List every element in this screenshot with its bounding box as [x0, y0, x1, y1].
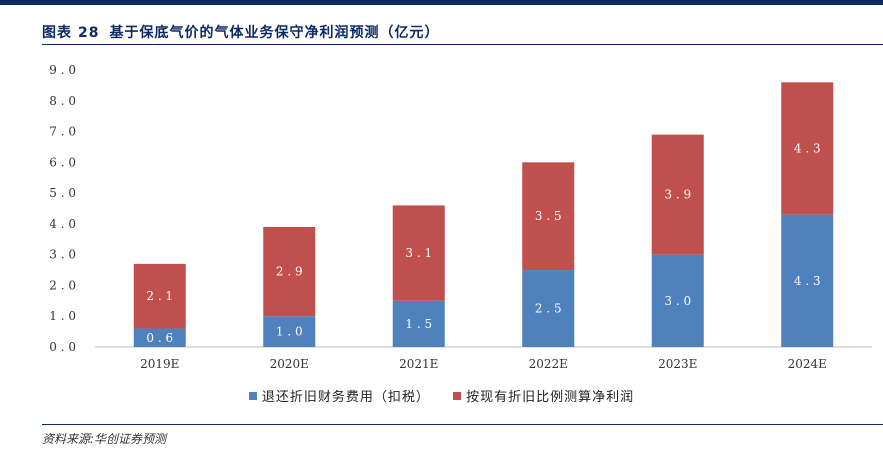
- bar-segment-net-profit: [392, 205, 445, 301]
- bar-segment-depreciation: [133, 328, 186, 347]
- x-tick-label: 2021E: [399, 357, 438, 371]
- bottom-rule: [42, 424, 883, 425]
- figure-title-text: 基于保底气价的气体业务保守净利润预测（亿元）: [109, 25, 440, 41]
- data-label: 3 . 5: [535, 209, 562, 223]
- x-tick-label: 2020E: [270, 357, 309, 371]
- bar-segment-net-profit: [133, 263, 186, 329]
- data-label: 4 . 3: [794, 141, 821, 155]
- y-tick-label: 3 . 0: [49, 248, 76, 262]
- y-tick-label: 1 . 0: [49, 309, 76, 323]
- bar-segment-depreciation: [392, 300, 445, 347]
- bar-segment-depreciation: [522, 270, 575, 347]
- bar-segment-net-profit: [522, 162, 575, 271]
- data-label: 0 . 6: [146, 331, 173, 345]
- bar-segment-depreciation: [651, 254, 704, 347]
- legend-label-top: 按现有折旧比例测算净利润: [466, 390, 635, 405]
- top-rule: [0, 0, 883, 5]
- stacked-bar-chart: 0 . 0 1 . 0 2 . 0 3 . 0 4 . 0 5 . 0 6 . 0 7 . 0…: [49, 63, 872, 371]
- y-tick-label: 8 . 0: [49, 94, 76, 108]
- x-tick-label: 2022E: [529, 357, 568, 371]
- x-axis: 2019E 2020E 2021E 2022E 2023E 2024E: [95, 346, 872, 371]
- data-label: 2 . 9: [276, 265, 303, 279]
- data-label: 4 . 3: [794, 274, 821, 288]
- data-label: 2 . 5: [535, 302, 562, 316]
- figure-label: 图表: [42, 25, 72, 41]
- x-tick-label: 2023E: [658, 357, 697, 371]
- legend-item-bottom: 退还折旧财务费用（扣税）: [248, 386, 430, 405]
- legend: 退还折旧财务费用（扣税） 按现有折旧比例测算净利润: [0, 386, 883, 405]
- data-label: 2 . 1: [146, 289, 173, 303]
- y-tick-label: 0 . 0: [49, 340, 76, 354]
- source-note: 资料来源:华创证券预测: [42, 432, 167, 446]
- y-tick-label: 5 . 0: [49, 186, 76, 200]
- x-tick-label: 2024E: [788, 357, 827, 371]
- x-tick-label: 2019E: [140, 357, 179, 371]
- data-label: 3 . 0: [664, 294, 691, 308]
- y-tick-label: 6 . 0: [49, 155, 76, 169]
- figure-number: 28: [78, 25, 100, 41]
- y-tick-label: 2 . 0: [49, 278, 76, 292]
- bar-segment-depreciation: [781, 214, 834, 347]
- y-axis: 0 . 0 1 . 0 2 . 0 3 . 0 4 . 0 5 . 0 6 . 0 7 . 0…: [49, 63, 76, 354]
- title-rule: [42, 44, 883, 45]
- figure-title: 图表 28 基于保底气价的气体业务保守净利润预测（亿元）: [42, 22, 439, 42]
- bars: 0 . 6 2 . 1 1 . 0 2 . 9 1 . 5 3 . 1 2 . 5 3 . 5…: [133, 82, 834, 347]
- bar-segment-net-profit: [651, 134, 704, 255]
- data-label: 3 . 1: [405, 246, 432, 260]
- bar-segment-net-profit: [781, 82, 834, 215]
- legend-swatch-bottom: [248, 391, 257, 400]
- data-label: 3 . 9: [664, 188, 691, 202]
- y-tick-label: 9 . 0: [49, 63, 76, 77]
- data-label: 1 . 0: [276, 325, 303, 339]
- y-tick-label: 4 . 0: [49, 217, 76, 231]
- data-label: 1 . 5: [405, 317, 432, 331]
- bar-segment-net-profit: [263, 226, 316, 317]
- legend-swatch-top: [453, 391, 462, 400]
- y-tick-label: 7 . 0: [49, 125, 76, 139]
- bar-segment-depreciation: [263, 316, 316, 347]
- legend-label-bottom: 退还折旧财务费用（扣税）: [261, 390, 430, 405]
- legend-item-top: 按现有折旧比例测算净利润: [453, 386, 634, 405]
